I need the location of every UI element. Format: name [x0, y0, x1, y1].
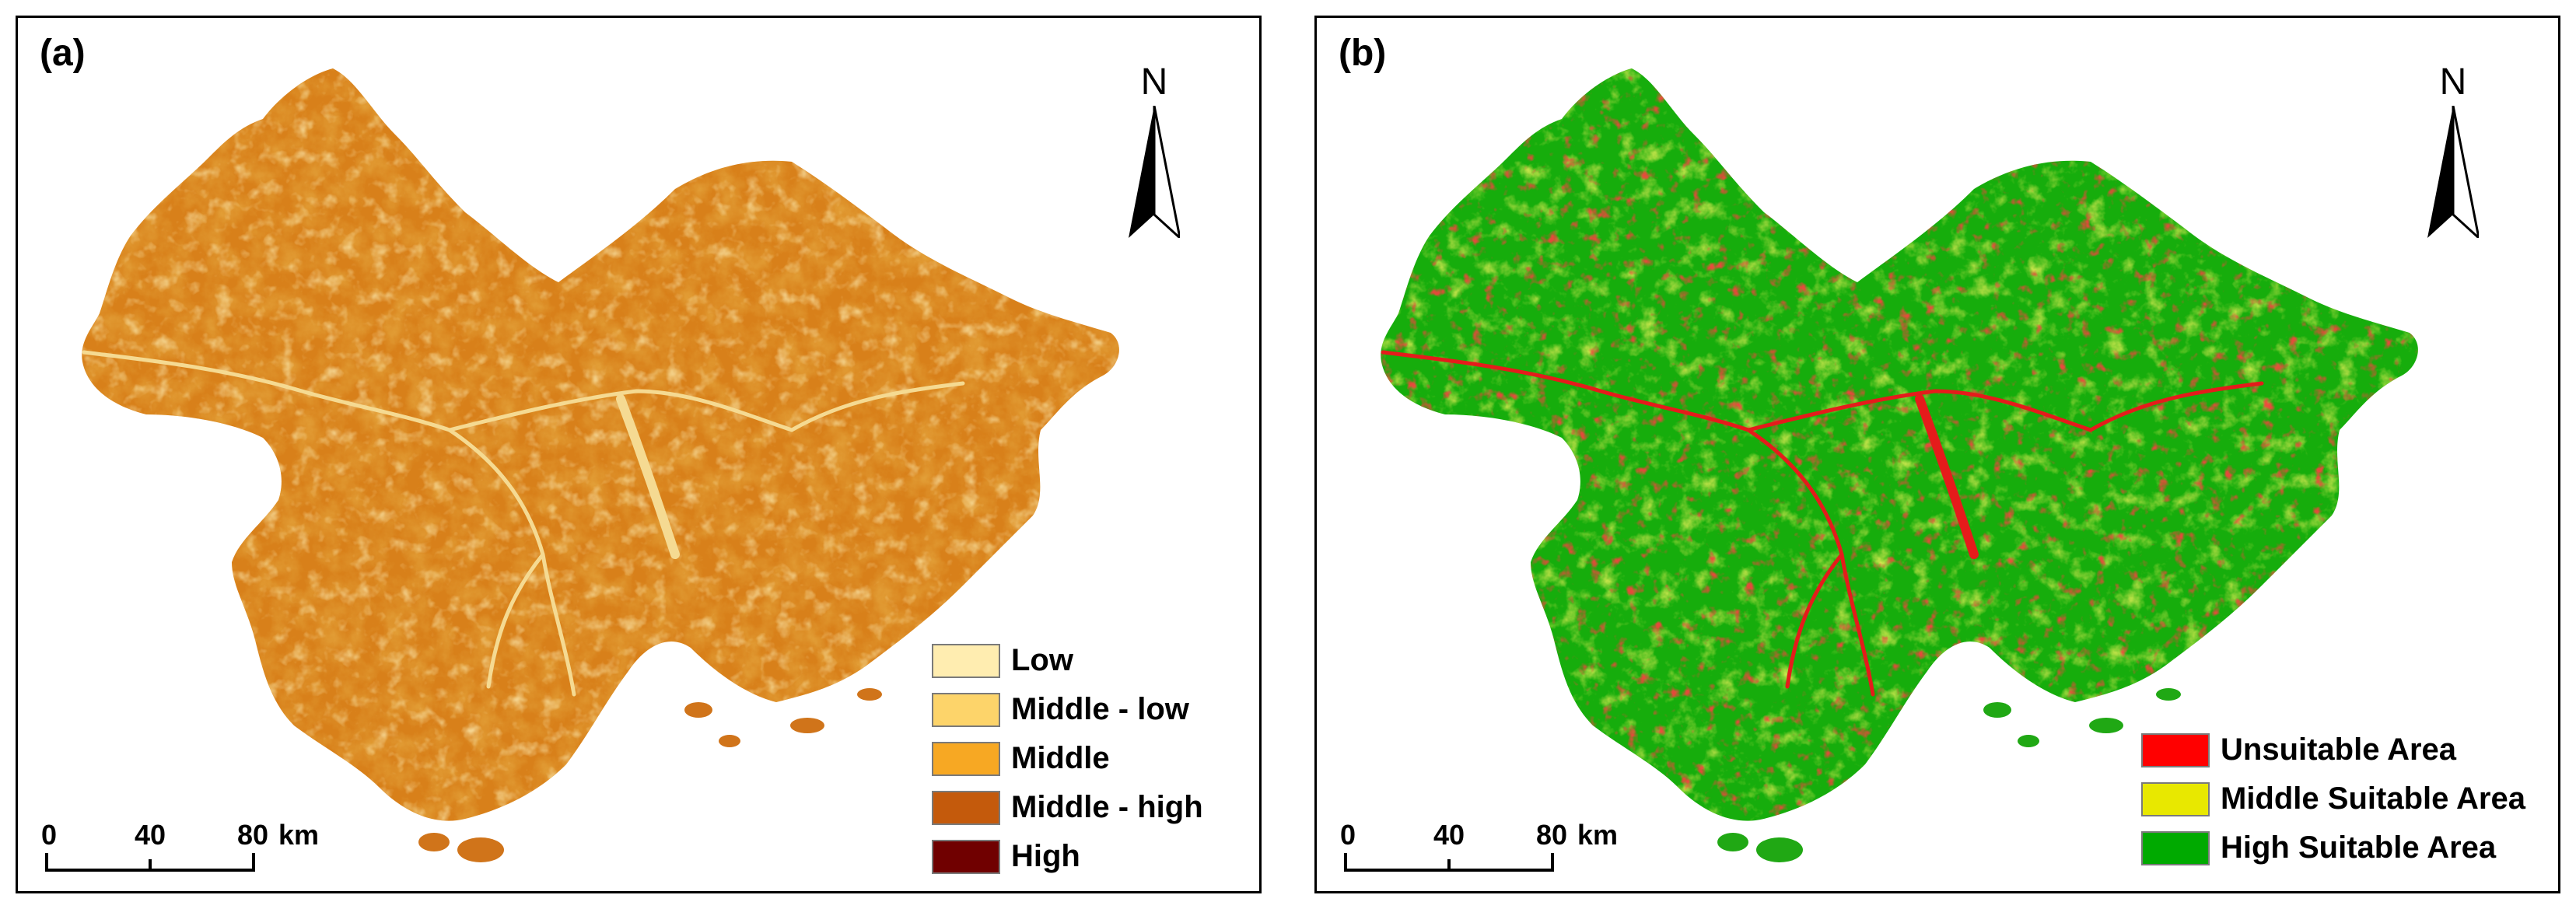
legend-item: Unsuitable Area — [2141, 725, 2525, 774]
legend-label: Middle - high — [1011, 790, 1203, 824]
scale-tick-label: 0 — [41, 819, 58, 851]
panel-b: (b) N Unsuitable Area Middle Suitable Ar… — [1314, 16, 2560, 893]
region-b — [1381, 68, 2418, 862]
legend-swatch — [932, 790, 1000, 825]
legend-label: Unsuitable Area — [2221, 732, 2457, 767]
legend-swatch — [2141, 732, 2210, 767]
legend-label: High — [1011, 839, 1080, 873]
legend-item: Middle — [932, 734, 1203, 783]
north-arrow: N — [1111, 61, 1197, 239]
legend-item: Low — [932, 636, 1203, 685]
panel-label: (a) — [40, 33, 86, 74]
scale-tick-label: 40 — [1433, 819, 1465, 851]
legend-swatch — [932, 643, 1000, 678]
map-b — [1381, 68, 2418, 862]
legend-label: Middle — [1011, 741, 1110, 775]
panel-label: (b) — [1339, 33, 1387, 74]
legend-label: Low — [1011, 643, 1073, 677]
legend-item: Middle - low — [932, 685, 1203, 734]
scale-tick-label: 80 — [1536, 819, 1568, 851]
scale-tick-label: 0 — [1340, 819, 1356, 851]
north-arrow: N — [2410, 61, 2496, 239]
legend-swatch — [2141, 830, 2210, 865]
north-letter: N — [1140, 61, 1168, 103]
legend-swatch — [2141, 781, 2210, 816]
scale-unit: km — [278, 819, 320, 851]
legend: Unsuitable Area Middle Suitable Area Hig… — [2141, 725, 2525, 872]
panel-a: (a) N Low Middle - low Middle Middle - h… — [16, 16, 1262, 893]
scale-tick-label: 80 — [237, 819, 269, 851]
north-arrow-icon — [1129, 106, 1180, 238]
scale-bar: 0 40 80 km — [41, 819, 383, 873]
legend-item: High — [932, 832, 1203, 881]
rivers-a — [82, 350, 965, 697]
legend-item: Middle Suitable Area — [2141, 774, 2525, 823]
scale-tick-label: 40 — [135, 819, 166, 851]
legend-label: Middle Suitable Area — [2221, 781, 2525, 816]
legend-swatch — [932, 741, 1000, 776]
legend-item: Middle - high — [932, 783, 1203, 832]
scale-bar-line — [1344, 853, 1554, 872]
region-a — [82, 68, 1119, 862]
scale-unit: km — [1577, 819, 1619, 851]
map-a — [82, 68, 1119, 862]
scale-bar: 0 40 80 km — [1340, 819, 1682, 873]
rivers-b — [1381, 350, 2264, 697]
legend-item: High Suitable Area — [2141, 823, 2525, 872]
north-arrow-icon — [2427, 106, 2479, 238]
legend-label: High Suitable Area — [2221, 830, 2497, 865]
legend-swatch — [932, 692, 1000, 727]
legend: Low Middle - low Middle Middle - high Hi… — [932, 636, 1203, 881]
north-letter: N — [2439, 61, 2467, 103]
legend-label: Middle - low — [1011, 692, 1189, 726]
legend-swatch — [932, 839, 1000, 874]
scale-bar-line — [45, 853, 255, 872]
